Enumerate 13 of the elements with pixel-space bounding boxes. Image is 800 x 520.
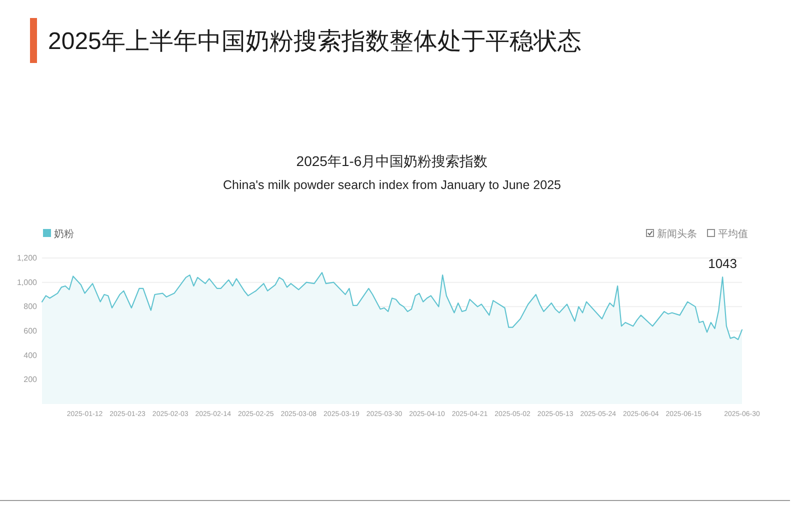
y-tick-label: 400 — [24, 350, 38, 360]
y-tick-label: 200 — [24, 375, 38, 384]
annotation: 1043 — [708, 256, 738, 272]
y-tick-label: 1,000 — [16, 278, 38, 287]
legend: 奶粉 — [43, 229, 74, 240]
toggles: 新闻头条 平均值 — [646, 229, 748, 240]
subtitle: 2025年1-6月中国奶粉搜索指数 — [296, 153, 488, 169]
legend-label: 奶粉 — [54, 228, 74, 240]
y-tick-label: 600 — [24, 326, 38, 336]
title: 2025年上半年中国奶粉搜索指数整体处于平稳状态 — [48, 28, 582, 55]
subtitle-en: China's milk powder search index from January to June 2025 — [223, 178, 561, 192]
y-tick-label: 800 — [24, 302, 38, 312]
y-tick-label: 1,200 — [16, 254, 38, 262]
